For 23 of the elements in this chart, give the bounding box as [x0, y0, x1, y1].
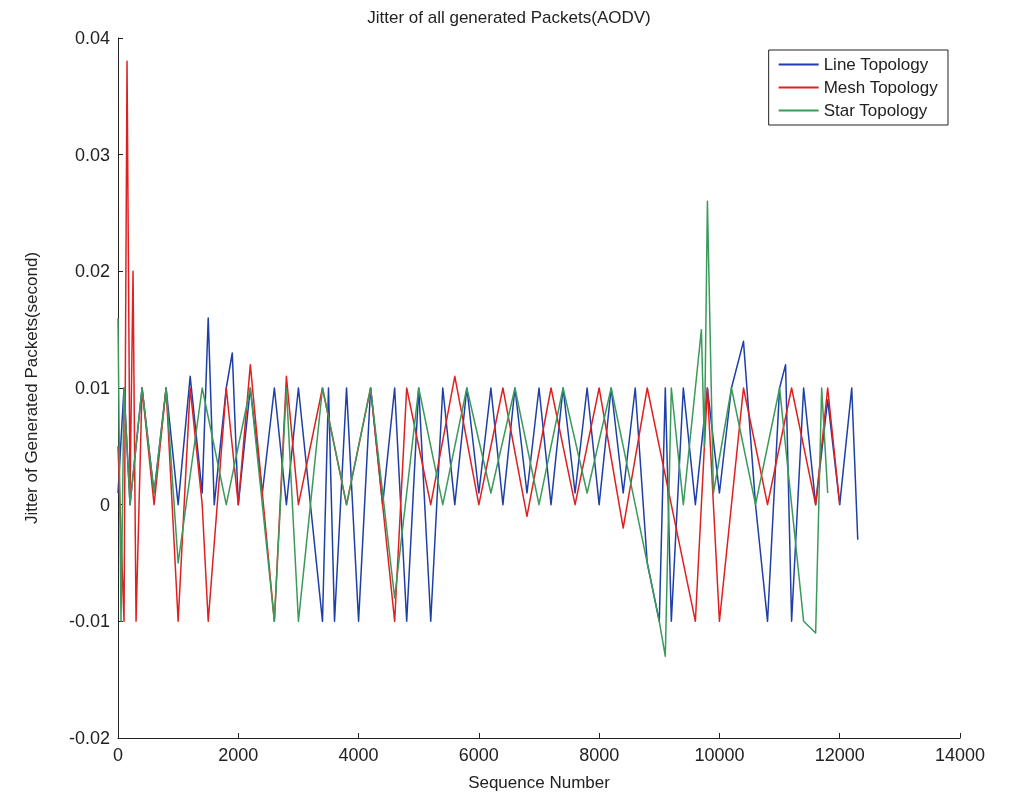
x-tick-label: 8000 — [579, 745, 620, 765]
line-series — [117, 200, 829, 658]
x-tick-label: 6000 — [458, 745, 499, 765]
y-tick-label: 0.01 — [74, 378, 110, 398]
y-tick-label: 0 — [99, 494, 110, 515]
x-tick-label: 14000 — [934, 745, 986, 765]
x-tick-label: 4000 — [338, 745, 379, 765]
chart-title: Jitter of all generated Packets(AODV) — [367, 8, 651, 27]
legend-label: Star Topology — [823, 101, 928, 120]
y-tick-label: -0.02 — [68, 728, 110, 748]
y-tick-label: 0.02 — [74, 261, 110, 282]
x-tick-label: 10000 — [694, 745, 745, 765]
x-tick-label: 0 — [112, 745, 124, 765]
y-axis-title: Jitter of Generated Packets(second) — [22, 251, 41, 525]
x-tick-label: 2000 — [218, 745, 259, 765]
y-tick-label: -0.01 — [68, 611, 110, 632]
x-axis-title: Sequence Number — [468, 773, 611, 792]
x-tick-label: 12000 — [814, 745, 865, 765]
y-tick-label: 0.04 — [74, 28, 110, 48]
line-series — [117, 317, 859, 623]
y-tick-label: 0.03 — [74, 144, 110, 165]
legend-label: Mesh Topology — [823, 78, 939, 97]
legend-label: Line Topology — [823, 55, 929, 74]
